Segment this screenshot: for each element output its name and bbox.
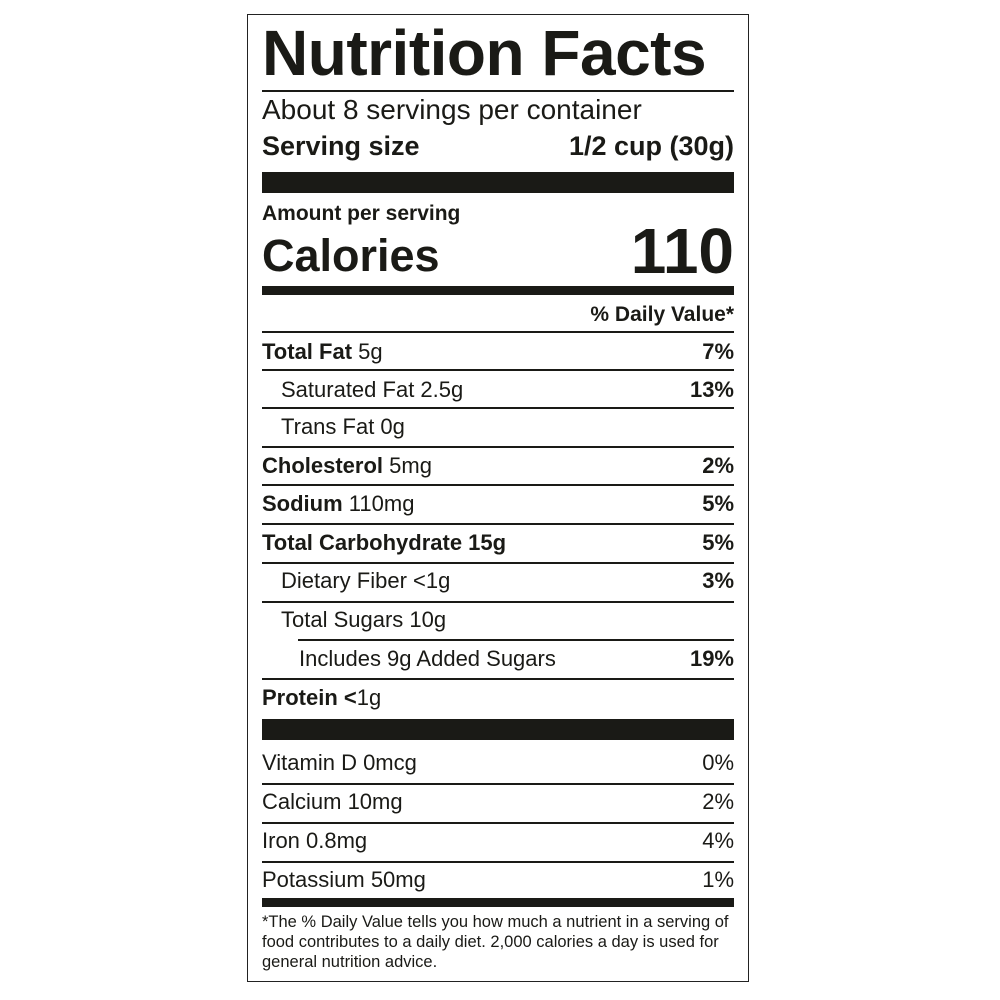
amount-per-serving: Amount per serving: [262, 202, 461, 225]
medium-divider: [262, 898, 734, 907]
nutrient-name: Total Carbohydrate 15g: [262, 530, 507, 555]
vitamin-row: Calcium 10mg 2%: [262, 783, 734, 821]
divider: [262, 484, 734, 486]
nutrient-amount: 5mg: [389, 453, 432, 478]
serving-size-label: Serving size: [262, 131, 420, 161]
nutrient-name: Includes 9g Added Sugars: [299, 646, 556, 671]
divider: [262, 861, 734, 863]
nutrient-name: Total Fat: [262, 339, 353, 364]
nutrient-name: Sodium: [262, 491, 343, 516]
nutrient-row-dietary-fiber: Dietary Fiber <1g 3%: [262, 562, 734, 600]
vitamin-name: Potassium 50mg: [262, 867, 426, 892]
vitamin-dv: 1%: [702, 867, 734, 892]
thick-divider: [262, 719, 734, 740]
nutrient-row-trans-fat: Trans Fat 0g: [262, 408, 734, 446]
divider: [262, 562, 734, 564]
divider: [262, 523, 734, 525]
nutrient-dv: 5%: [702, 491, 734, 516]
nutrient-amount: 1g: [356, 685, 382, 710]
nutrient-name: Trans Fat 0g: [281, 414, 405, 439]
vitamin-dv: 0%: [702, 750, 734, 775]
nutrient-amount: 5g: [358, 339, 383, 364]
nutrient-name: Saturated Fat 2.5g: [281, 377, 464, 402]
nutrient-row-sodium: Sodium 110mg 5%: [262, 485, 734, 523]
nutrient-row-added-sugars: Includes 9g Added Sugars 19%: [262, 640, 734, 678]
vitamin-name: Calcium 10mg: [262, 789, 403, 814]
nutrient-dv: 3%: [702, 568, 734, 593]
divider: [262, 446, 734, 448]
divider: [298, 639, 734, 641]
nutrition-label-border: [247, 14, 749, 982]
divider: [262, 90, 734, 92]
divider: [262, 331, 734, 333]
vitamin-dv: 2%: [702, 789, 734, 814]
divider: [262, 369, 734, 371]
nutrient-dv: 5%: [702, 530, 734, 555]
divider: [262, 601, 734, 603]
nutrient-name: Cholesterol: [262, 453, 384, 478]
calories-value: 110: [630, 215, 734, 287]
nutrient-name: Total Sugars 10g: [281, 607, 447, 632]
calories-label: Calories: [262, 230, 440, 281]
vitamin-name: Vitamin D 0mcg: [262, 750, 417, 775]
serving-size-value: 1/2 cup (30g): [568, 131, 734, 161]
nutrient-row-total-sugars: Total Sugars 10g: [262, 601, 734, 639]
nutrient-row-total-carbohydrate: Total Carbohydrate 15g 5%: [262, 524, 734, 562]
thick-divider: [262, 172, 734, 193]
divider: [262, 822, 734, 824]
footnote: *The % Daily Value tells you how much a …: [262, 913, 729, 971]
divider: [262, 783, 734, 785]
nutrient-row-total-fat: Total Fat 5g 7%: [262, 333, 734, 371]
divider: [262, 678, 734, 680]
nutrient-amount: 110mg: [348, 491, 415, 516]
divider: [262, 407, 734, 409]
nutrient-dv: 2%: [702, 453, 734, 478]
nutrient-row-cholesterol: Cholesterol 5mg 2%: [262, 447, 734, 485]
nutrient-dv: 7%: [702, 339, 734, 364]
nutrient-row-saturated-fat: Saturated Fat 2.5g 13%: [262, 371, 734, 409]
daily-value-header: % Daily Value*: [590, 303, 734, 326]
nutrient-name: Dietary Fiber <1g: [281, 568, 451, 593]
nutrient-dv: 13%: [689, 377, 734, 402]
vitamin-row: Potassium 50mg 1%: [262, 861, 734, 899]
label-title: Nutrition Facts: [262, 17, 707, 89]
nutrient-row-protein: Protein <1g: [262, 679, 734, 717]
servings-per-container: About 8 servings per container: [262, 94, 642, 125]
nutrient-name: Protein <: [262, 685, 357, 710]
nutrient-dv: 19%: [689, 646, 734, 671]
vitamin-row: Vitamin D 0mcg 0%: [262, 744, 734, 782]
vitamin-name: Iron 0.8mg: [262, 828, 368, 853]
vitamin-dv: 4%: [702, 828, 734, 853]
vitamin-row: Iron 0.8mg 4%: [262, 822, 734, 860]
medium-divider: [262, 286, 734, 295]
